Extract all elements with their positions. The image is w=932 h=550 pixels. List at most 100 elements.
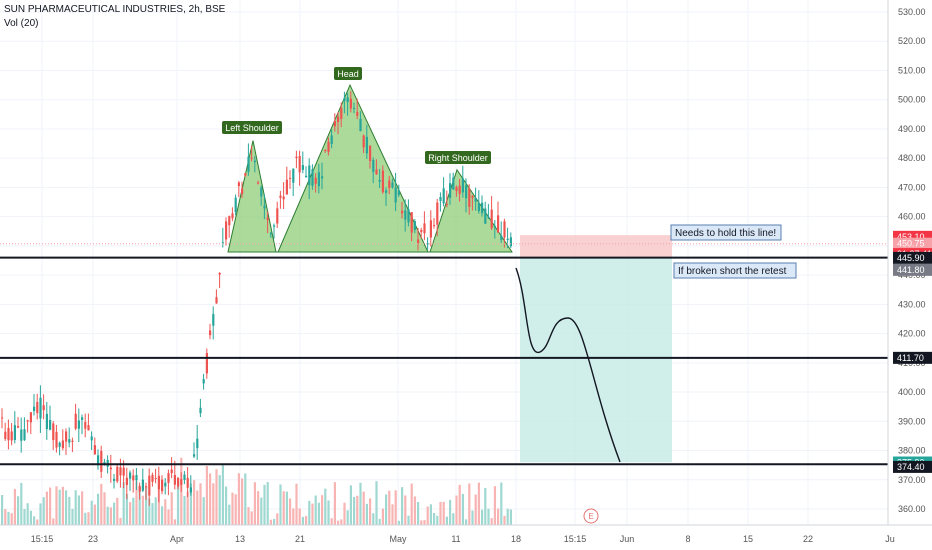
- profit-target-zone: [520, 257, 672, 463]
- candle-body: [77, 420, 80, 429]
- candle-body: [385, 190, 388, 193]
- volume-bar: [429, 504, 432, 525]
- candle-body: [90, 436, 93, 441]
- volume-bar: [305, 516, 308, 525]
- candle-body: [273, 225, 276, 227]
- candle-body: [417, 239, 420, 244]
- candle-body: [340, 107, 343, 119]
- volume-bar: [356, 495, 359, 525]
- volume-bar: [231, 492, 234, 525]
- volume-bar: [375, 481, 378, 525]
- volume-bar: [257, 491, 260, 525]
- volume-bar: [113, 502, 116, 525]
- volume-bar: [420, 520, 423, 525]
- price-label: 445.90: [893, 251, 932, 264]
- volume-bar: [189, 483, 192, 525]
- volume-bar: [247, 507, 250, 525]
- candle-body: [221, 242, 224, 244]
- candle-body: [493, 225, 496, 227]
- note-box-bg: [670, 224, 782, 241]
- candle-body: [125, 477, 128, 486]
- time-tick-label: 15:15: [31, 534, 54, 544]
- volume-bar: [39, 503, 42, 525]
- candle-body: [433, 224, 436, 226]
- candle-body: [167, 473, 170, 483]
- candle-body: [135, 475, 138, 481]
- price-label-bg: [893, 237, 932, 250]
- candle-body: [298, 155, 301, 173]
- volume-bar: [365, 503, 368, 525]
- candle-body: [154, 478, 157, 480]
- candle-body: [244, 173, 247, 176]
- candle-body: [282, 196, 285, 200]
- candle-body: [74, 413, 77, 429]
- volume-bar: [397, 520, 400, 525]
- candle-body: [180, 479, 183, 485]
- volume-bar: [58, 489, 61, 525]
- volume-bar: [103, 492, 106, 525]
- candle-body: [401, 210, 404, 214]
- candle-body: [132, 475, 135, 481]
- volume-bar: [186, 491, 189, 525]
- candle-body: [449, 183, 452, 198]
- candle-body: [113, 478, 116, 481]
- price-tick-label: 380.00: [898, 446, 926, 456]
- candle-body: [420, 229, 423, 232]
- candle-body: [314, 177, 317, 184]
- price-tick-label: 390.00: [898, 416, 926, 426]
- price-label-text: 374.40: [897, 462, 925, 472]
- candle-body: [292, 168, 295, 183]
- candle-body: [49, 419, 52, 430]
- candle-body: [311, 169, 314, 186]
- time-axis: 15:15 23 Apr 13 21 May 11 18 15:15 Jun 8 15 22 Ju: [0, 524, 932, 550]
- note-box-text: If broken short the retest: [678, 266, 787, 277]
- candle-body: [500, 235, 503, 240]
- time-tick-label: 13: [235, 534, 245, 544]
- volume-bar: [253, 482, 256, 525]
- candle-body: [13, 425, 16, 440]
- volume-bar: [42, 497, 45, 525]
- candle-body: [445, 204, 448, 206]
- volume-bar: [93, 504, 96, 525]
- time-tick-label: 8: [685, 534, 690, 544]
- candle-body: [247, 156, 250, 172]
- note-box-text: Needs to hold this line!: [675, 228, 776, 239]
- price-label: 411.70: [893, 351, 932, 364]
- volume-bar: [157, 483, 160, 525]
- volume-bar: [487, 508, 490, 525]
- candle-body: [481, 202, 484, 214]
- volume-bar: [10, 513, 13, 525]
- candle-body: [189, 487, 192, 493]
- volume-bar: [452, 513, 455, 525]
- volume-bar: [426, 506, 429, 525]
- candle-body: [455, 187, 458, 192]
- candle-body: [289, 177, 292, 179]
- candle-body: [356, 112, 359, 116]
- volume-bar: [317, 502, 320, 525]
- candle-body: [20, 429, 23, 441]
- candle-body: [58, 442, 61, 447]
- volume-bar: [26, 503, 29, 525]
- volume-bar: [52, 518, 55, 525]
- candle-body: [65, 431, 68, 442]
- candle-body: [202, 379, 205, 384]
- price-tick-label: 360.00: [898, 504, 926, 514]
- volume-bar: [321, 495, 324, 525]
- candle-body: [100, 450, 103, 472]
- volume-bar: [404, 495, 407, 525]
- candle-body: [308, 165, 311, 186]
- volume-bar: [23, 509, 26, 525]
- candle-body: [305, 175, 308, 178]
- candle-body: [170, 469, 173, 474]
- candle-body: [23, 429, 26, 441]
- volume-bar: [122, 482, 125, 525]
- volume-bar: [65, 490, 68, 525]
- volume-bar: [461, 493, 464, 525]
- volume-bar: [205, 465, 208, 525]
- candle-body: [4, 431, 7, 439]
- volume-bar: [394, 490, 397, 525]
- volume-bar: [225, 486, 228, 525]
- volume-bar: [116, 497, 119, 525]
- candle-body: [423, 223, 426, 234]
